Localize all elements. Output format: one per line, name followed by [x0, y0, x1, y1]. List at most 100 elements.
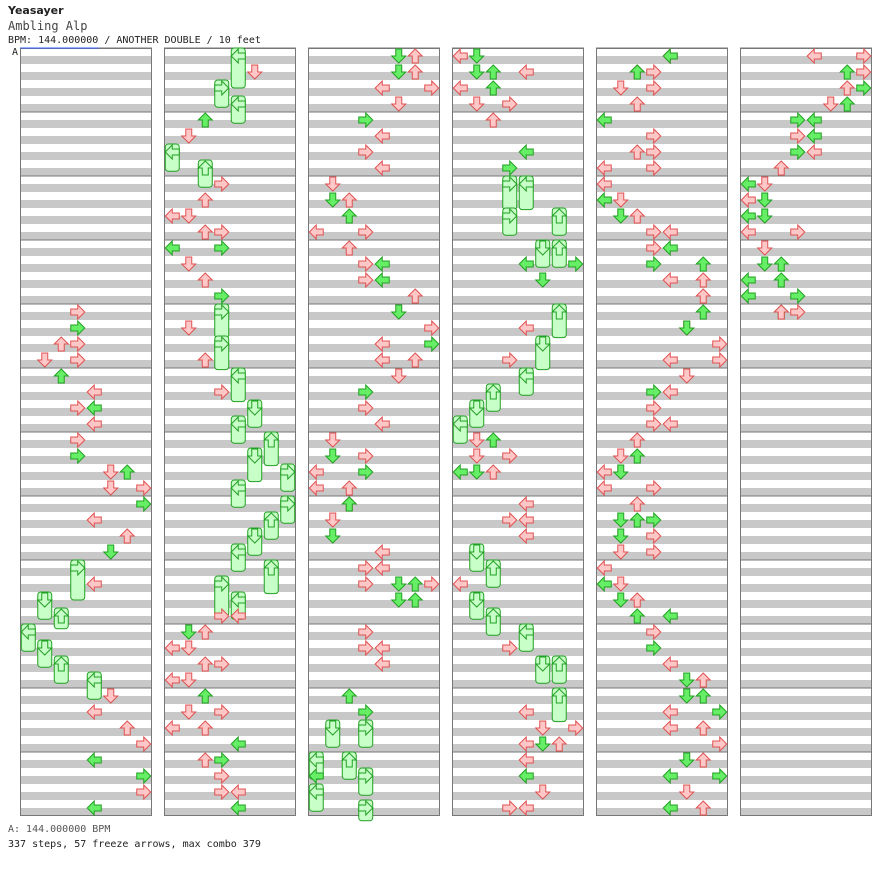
- beat-stripe: [596, 728, 728, 736]
- up-arrow-note: [695, 672, 712, 688]
- beat-stripe: [596, 760, 728, 768]
- song-title: Ambling Alp: [8, 19, 88, 33]
- up-icon: [341, 752, 358, 768]
- left-icon: [374, 79, 390, 97]
- left-arrow-note: [86, 703, 102, 721]
- left-arrow-note: [596, 479, 612, 497]
- beat-stripe: [452, 616, 584, 624]
- right-arrow-note: [280, 463, 296, 492]
- column-border: [164, 48, 296, 816]
- down-arrow-note: [390, 592, 407, 608]
- beat-stripe: [740, 776, 872, 784]
- up-arrow-note: [773, 272, 790, 288]
- beat-stripe: [164, 632, 296, 640]
- down-arrow-note: [534, 335, 551, 371]
- beat-stripe: [740, 296, 872, 304]
- down-arrow-note: [756, 240, 773, 256]
- right-icon: [856, 47, 872, 65]
- left-arrow-note: [740, 175, 756, 193]
- down-icon: [678, 320, 695, 336]
- left-icon: [518, 735, 534, 753]
- up-arrow-note: [629, 448, 646, 464]
- beat-stripe: [20, 552, 152, 560]
- beat-stripe: [740, 392, 872, 400]
- up-icon: [53, 608, 70, 624]
- beat-stripe: [596, 600, 728, 608]
- left-icon: [230, 591, 246, 609]
- right-icon: [424, 319, 440, 337]
- right-arrow-note: [136, 479, 152, 497]
- beat-stripe: [740, 328, 872, 336]
- right-arrow-note: [424, 335, 440, 353]
- beat-stripe: [308, 56, 440, 64]
- beat-stripe: [308, 120, 440, 128]
- beat-stripe: [20, 488, 152, 496]
- beat-stripe: [164, 232, 296, 240]
- left-arrow-note: [806, 47, 822, 65]
- beat-stripe: [164, 296, 296, 304]
- left-icon: [806, 143, 822, 161]
- up-icon: [629, 448, 646, 464]
- right-arrow-note: [646, 63, 662, 81]
- beat-stripe: [164, 792, 296, 800]
- left-arrow-note: [308, 479, 324, 497]
- down-icon: [36, 592, 53, 608]
- right-icon: [790, 303, 806, 321]
- beat-stripe: [20, 344, 152, 352]
- beat-stripe: [20, 376, 152, 384]
- up-icon: [551, 304, 568, 320]
- chart-column: [164, 47, 296, 816]
- right-icon: [358, 383, 374, 401]
- right-arrow-note: [790, 127, 806, 145]
- down-arrow-note: [246, 447, 263, 483]
- right-arrow-note: [502, 207, 518, 236]
- up-arrow-note: [773, 256, 790, 272]
- right-icon: [358, 143, 374, 161]
- up-arrow-note: [839, 80, 856, 96]
- up-arrow-note: [341, 208, 358, 224]
- left-arrow-note: [20, 623, 36, 652]
- beat-stripe: [452, 504, 584, 512]
- right-icon: [358, 703, 374, 721]
- right-icon: [214, 223, 230, 241]
- down-icon: [102, 464, 119, 480]
- down-icon: [180, 640, 197, 656]
- beat-stripe: [20, 72, 152, 80]
- beat-stripe: [308, 152, 440, 160]
- left-icon: [308, 223, 324, 241]
- beat-stripe: [20, 472, 152, 480]
- beat-stripe: [596, 648, 728, 656]
- beat-stripe: [308, 104, 440, 112]
- beat-stripe: [596, 792, 728, 800]
- left-arrow-note: [452, 47, 468, 65]
- beat-stripe: [308, 712, 440, 720]
- beat-stripe: [452, 632, 584, 640]
- right-icon: [502, 639, 518, 657]
- right-arrow-note: [502, 95, 518, 113]
- down-arrow-note: [180, 672, 197, 688]
- beat-stripe: [164, 744, 296, 752]
- beat-stripe: [596, 136, 728, 144]
- up-arrow-note: [197, 192, 214, 208]
- down-arrow-note: [102, 688, 119, 704]
- right-icon: [214, 335, 230, 353]
- right-icon: [214, 303, 230, 321]
- left-icon: [452, 463, 468, 481]
- left-icon: [662, 47, 678, 65]
- beat-stripe: [452, 360, 584, 368]
- right-arrow-note: [712, 735, 728, 753]
- up-icon: [485, 432, 502, 448]
- down-arrow-note: [180, 208, 197, 224]
- up-icon: [197, 224, 214, 240]
- left-arrow-note: [740, 271, 756, 289]
- right-icon: [646, 143, 662, 161]
- beat-stripe: [308, 376, 440, 384]
- left-arrow-note: [806, 111, 822, 129]
- up-icon: [551, 208, 568, 224]
- left-arrow-note: [374, 335, 390, 353]
- right-icon: [502, 175, 518, 193]
- beat-stripe: [452, 424, 584, 432]
- up-icon: [197, 112, 214, 128]
- up-arrow-note: [629, 208, 646, 224]
